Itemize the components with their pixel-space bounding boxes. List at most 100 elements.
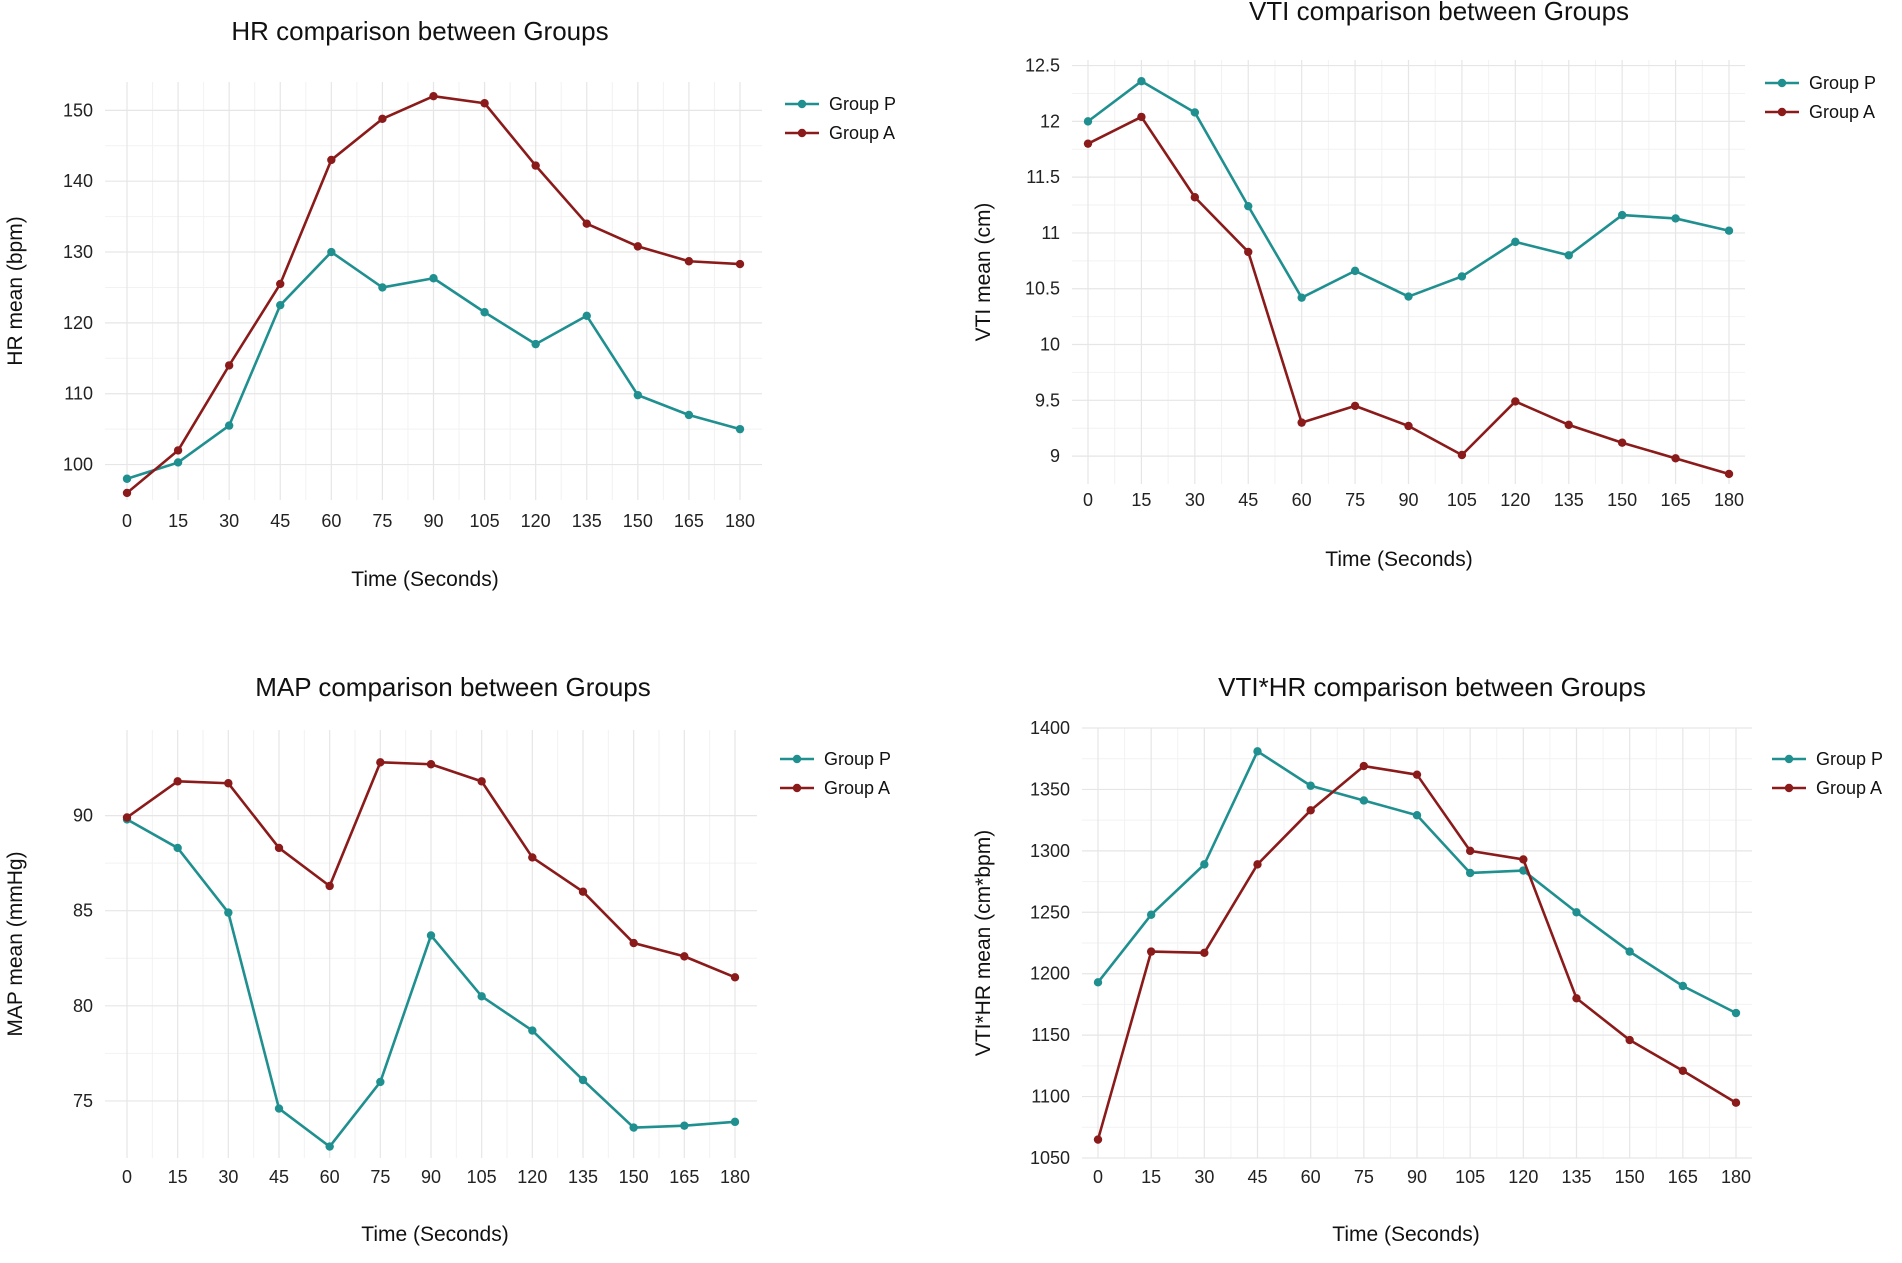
- vti-x-tick-label: 135: [1554, 490, 1584, 510]
- vti-group-a-point: [1083, 139, 1093, 148]
- hr-group-p-point: [378, 283, 387, 292]
- vti-legend-group-a-marker: [1777, 107, 1787, 117]
- vtihr-x-tick-label: 0: [1093, 1167, 1103, 1187]
- vti-x-axis-label: Time (Seconds): [1325, 548, 1472, 571]
- vtihr-y-tick-label: 1400: [1030, 718, 1070, 738]
- vtihr-group-a-point: [1093, 1135, 1103, 1144]
- map-x-tick-label: 120: [517, 1167, 547, 1187]
- vti-group-p-point: [1404, 292, 1413, 301]
- hr-y-tick-label: 110: [64, 384, 93, 404]
- vti-group-a-point: [1137, 112, 1146, 122]
- map-group-p-point: [376, 1077, 385, 1087]
- vtihr-group-a-point: [1465, 846, 1475, 856]
- map-y-tick-label: 80: [73, 996, 93, 1016]
- map-group-p-point: [680, 1121, 689, 1130]
- hr-group-a-point: [122, 488, 132, 498]
- vti-group-p-point: [1190, 108, 1200, 117]
- hr-x-tick-label: 0: [122, 511, 132, 531]
- map-group-a-point: [629, 938, 638, 948]
- map-group-a-point: [274, 843, 284, 853]
- map-group-a-point: [376, 758, 385, 767]
- hr-x-tick-label: 150: [623, 511, 653, 531]
- vtihr-x-tick-label: 135: [1561, 1167, 1591, 1187]
- map-group-a-point: [426, 760, 436, 769]
- vtihr-y-tick-label: 1300: [1030, 841, 1070, 861]
- map-y-tick-label: 90: [73, 806, 93, 826]
- hr-legend-group-p-marker: [797, 99, 807, 109]
- hr-y-axis-label: HR mean (bpm): [4, 216, 27, 365]
- vti-group-a-point: [1350, 401, 1360, 411]
- vti-y-tick-label: 9: [1050, 446, 1060, 466]
- vtihr-x-tick-label: 120: [1508, 1167, 1538, 1187]
- hr-group-a-point: [378, 114, 387, 124]
- hr-group-a-point: [735, 259, 745, 269]
- hr-y-tick-label: 120: [63, 313, 93, 333]
- map-chart-panel: 0 15 30 45 60 75 90 105 120 135 150 165 180 75 80 85 90 M…: [4, 672, 891, 1246]
- vti-legend-group-p-label: Group P: [1809, 73, 1876, 93]
- vtihr-y-axis-label: VTI*HR mean (cm*bpm): [972, 830, 995, 1056]
- vti-legend-group-p-marker: [1777, 78, 1787, 88]
- hr-x-axis-label: Time (Seconds): [351, 568, 498, 591]
- vti-group-a-point: [1404, 421, 1413, 431]
- vti-group-p-point: [1297, 293, 1306, 302]
- vtihr-group-p-point: [1731, 1008, 1741, 1018]
- vtihr-x-tick-label: 45: [1247, 1167, 1267, 1187]
- hr-y-tick-label: 100: [63, 455, 93, 475]
- vtihr-legend-group-p-marker: [1784, 754, 1794, 764]
- hr-group-p-point: [480, 308, 489, 317]
- vtihr-group-a-point: [1359, 761, 1369, 771]
- map-group-p-point: [730, 1117, 740, 1127]
- hr-group-p-point: [429, 274, 438, 283]
- vtihr-x-tick-label: 105: [1455, 1167, 1485, 1187]
- vtihr-group-p-point: [1253, 747, 1262, 756]
- map-chart-title: MAP comparison between Groups: [255, 672, 651, 702]
- map-group-a-point: [224, 779, 233, 788]
- vti-group-a-point: [1297, 418, 1306, 427]
- vtihr-x-tick-label: 60: [1301, 1167, 1321, 1187]
- vtihr-group-a-point: [1253, 860, 1262, 869]
- map-x-tick-label: 135: [568, 1167, 598, 1187]
- vtihr-y-tick-label: 1050: [1030, 1148, 1070, 1168]
- vti-group-a-point: [1457, 450, 1467, 460]
- vti-group-a-point: [1244, 247, 1253, 257]
- vtihr-chart-title: VTI*HR comparison between Groups: [1218, 672, 1646, 702]
- vti-group-p-point: [1350, 266, 1360, 276]
- vti-group-p-point: [1083, 117, 1093, 126]
- map-x-axis-label: Time (Seconds): [361, 1223, 508, 1246]
- hr-group-p-point: [122, 474, 132, 483]
- vtihr-legend-group-p-label: Group P: [1816, 749, 1883, 769]
- vti-x-tick-label: 150: [1607, 490, 1637, 510]
- hr-y-tick-label: 140: [63, 171, 93, 191]
- vti-legend-group-a-label: Group A: [1809, 102, 1875, 122]
- hr-group-a-point: [480, 99, 489, 108]
- vti-group-p-point: [1511, 237, 1520, 247]
- hr-group-p-point: [735, 424, 745, 434]
- vtihr-group-a-point: [1146, 947, 1156, 956]
- vtihr-y-tick-label: 1350: [1030, 779, 1070, 799]
- map-group-a-point: [730, 973, 740, 982]
- vtihr-group-a-point: [1306, 806, 1315, 815]
- vti-chart-panel: 0 15 30 45 60 75 90 105 120 135 150 165 180 9 9.5 10 10.…: [972, 0, 1876, 571]
- vtihr-group-a-point: [1678, 1066, 1688, 1075]
- vti-y-tick-label: 10: [1040, 335, 1060, 355]
- map-y-tick-label: 75: [73, 1091, 93, 1111]
- map-x-tick-label: 165: [669, 1167, 699, 1187]
- map-group-p-point: [274, 1104, 284, 1113]
- map-group-p-point: [477, 992, 486, 1001]
- vti-y-tick-label: 9.5: [1035, 390, 1060, 410]
- map-legend-group-a-marker: [792, 783, 802, 793]
- vti-group-p-point: [1137, 77, 1146, 86]
- hr-x-tick-label: 180: [725, 511, 755, 531]
- map-x-tick-label: 90: [421, 1167, 441, 1187]
- map-x-tick-label: 30: [218, 1167, 238, 1187]
- vti-x-tick-label: 165: [1661, 490, 1691, 510]
- vtihr-group-p-point: [1093, 978, 1103, 987]
- vti-group-p-point: [1457, 272, 1467, 281]
- map-group-p-point: [426, 931, 436, 940]
- map-legend-group-p-label: Group P: [824, 749, 891, 769]
- hr-legend-group-p-label: Group P: [829, 94, 896, 114]
- vtihr-group-p-point: [1678, 981, 1688, 991]
- vtihr-group-p-point: [1146, 910, 1156, 919]
- vti-x-tick-label: 0: [1083, 490, 1093, 510]
- vtihr-x-tick-label: 30: [1194, 1167, 1214, 1187]
